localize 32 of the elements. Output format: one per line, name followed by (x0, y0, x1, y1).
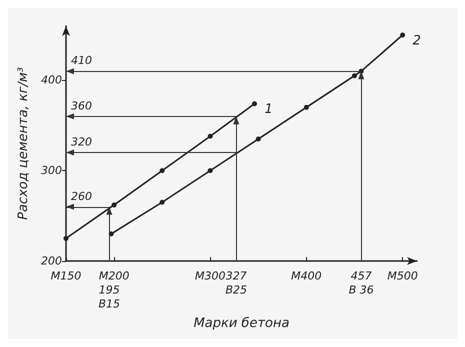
series-label: 1 (264, 102, 273, 118)
point (64, 236, 68, 241)
x-axis-title: Марки бетона (194, 316, 290, 331)
point (352, 73, 357, 78)
y-axis-title: Расход цемента, кг/м³ (16, 67, 32, 220)
x-tick-label: M300 (194, 270, 226, 282)
point (208, 134, 213, 139)
y-tick-label: 300 (41, 164, 62, 178)
y-tick-label: 200 (41, 254, 62, 268)
ref-line-label: 195 В15 (98, 284, 120, 310)
x-tick-label: M200 (98, 270, 130, 282)
point (256, 136, 261, 142)
point (252, 101, 257, 106)
ref-line-label: 410 (71, 54, 92, 68)
y-tick-label: 400 (41, 74, 62, 87)
x-tick-label: 457 (350, 270, 372, 282)
point (160, 168, 165, 174)
ref-line-label: 260 (71, 190, 92, 203)
x-tick-label: 327 (226, 270, 247, 282)
point (112, 202, 117, 208)
series-label: 2 (412, 34, 421, 49)
point (400, 32, 406, 38)
x-tick-label: M150 (50, 270, 82, 282)
x-tick-label: M400 (291, 270, 322, 282)
point (304, 104, 309, 110)
x-tick-label: M500 (387, 270, 418, 282)
ref-line-label: В25 (225, 284, 247, 296)
point (160, 200, 165, 205)
ref-line-label: 320 (71, 136, 92, 149)
ref-line-label: 360 (71, 99, 92, 112)
ref-line-label: В 36 (348, 284, 374, 296)
point (208, 168, 213, 174)
